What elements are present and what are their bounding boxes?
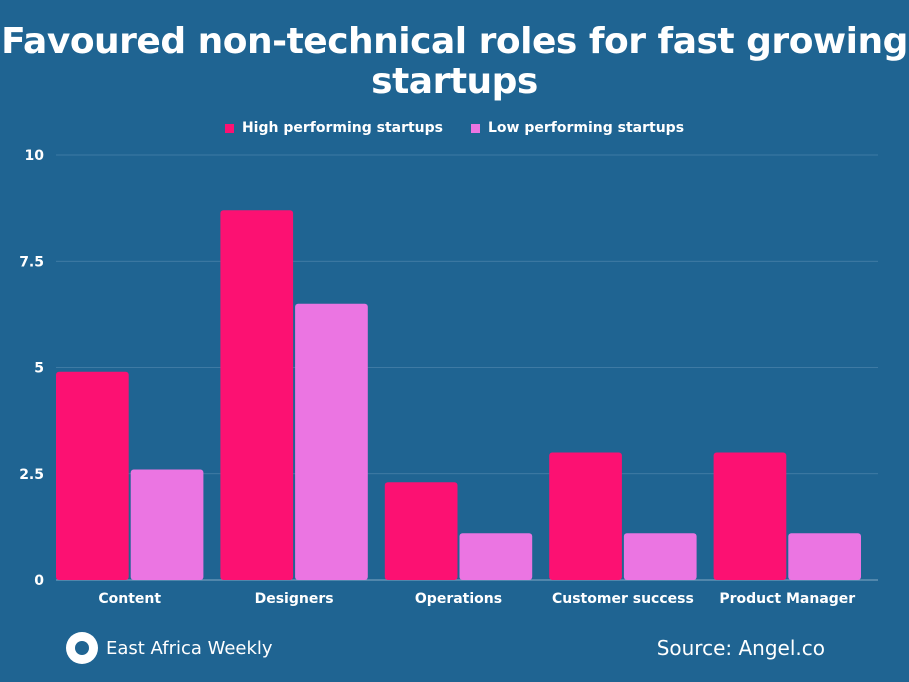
legend-item-high: High performing startups	[224, 120, 444, 136]
legend-label-high: High performing startups	[241, 120, 444, 136]
legend-item-low: Low performing startups	[471, 120, 684, 136]
bar-low-operations	[459, 533, 533, 580]
x-tick-label: Product Manager	[719, 591, 855, 607]
brand: East Africa Weekly	[66, 632, 273, 664]
bar-high-content	[56, 371, 129, 580]
y-tick-label: 10	[25, 148, 45, 164]
source-credit: Source: Angel.co	[656, 636, 825, 660]
brand-name: East Africa Weekly	[106, 637, 273, 659]
brand-logo-icon	[66, 632, 98, 664]
bar-high-operations	[384, 482, 458, 580]
x-tick-label: Customer success	[552, 591, 694, 607]
legend-label-low: Low performing startups	[488, 120, 685, 136]
legend-swatch-low	[471, 123, 481, 133]
bar-high-product-manager	[713, 452, 787, 580]
bar-high-customer-success	[549, 452, 622, 580]
bar-low-customer-success	[623, 533, 697, 580]
bar-low-content	[130, 469, 204, 580]
chart-title: Favoured non-technical roles for fast gr…	[1, 21, 908, 102]
x-tick-label: Operations	[415, 591, 502, 607]
x-tick-label: Designers	[255, 591, 334, 607]
y-tick-label: 7.5	[19, 254, 44, 270]
y-tick-label: 5	[34, 361, 44, 377]
y-tick-label: 0	[34, 573, 44, 589]
x-tick-label: Content	[98, 591, 161, 607]
bar-low-product-manager	[788, 533, 861, 580]
y-tick-label: 2.5	[19, 467, 44, 483]
legend-swatch-high	[224, 123, 234, 133]
bar-low-designers	[295, 303, 368, 580]
bar-high-designers	[220, 210, 294, 580]
legend: High performing startups Low performing …	[0, 120, 909, 136]
